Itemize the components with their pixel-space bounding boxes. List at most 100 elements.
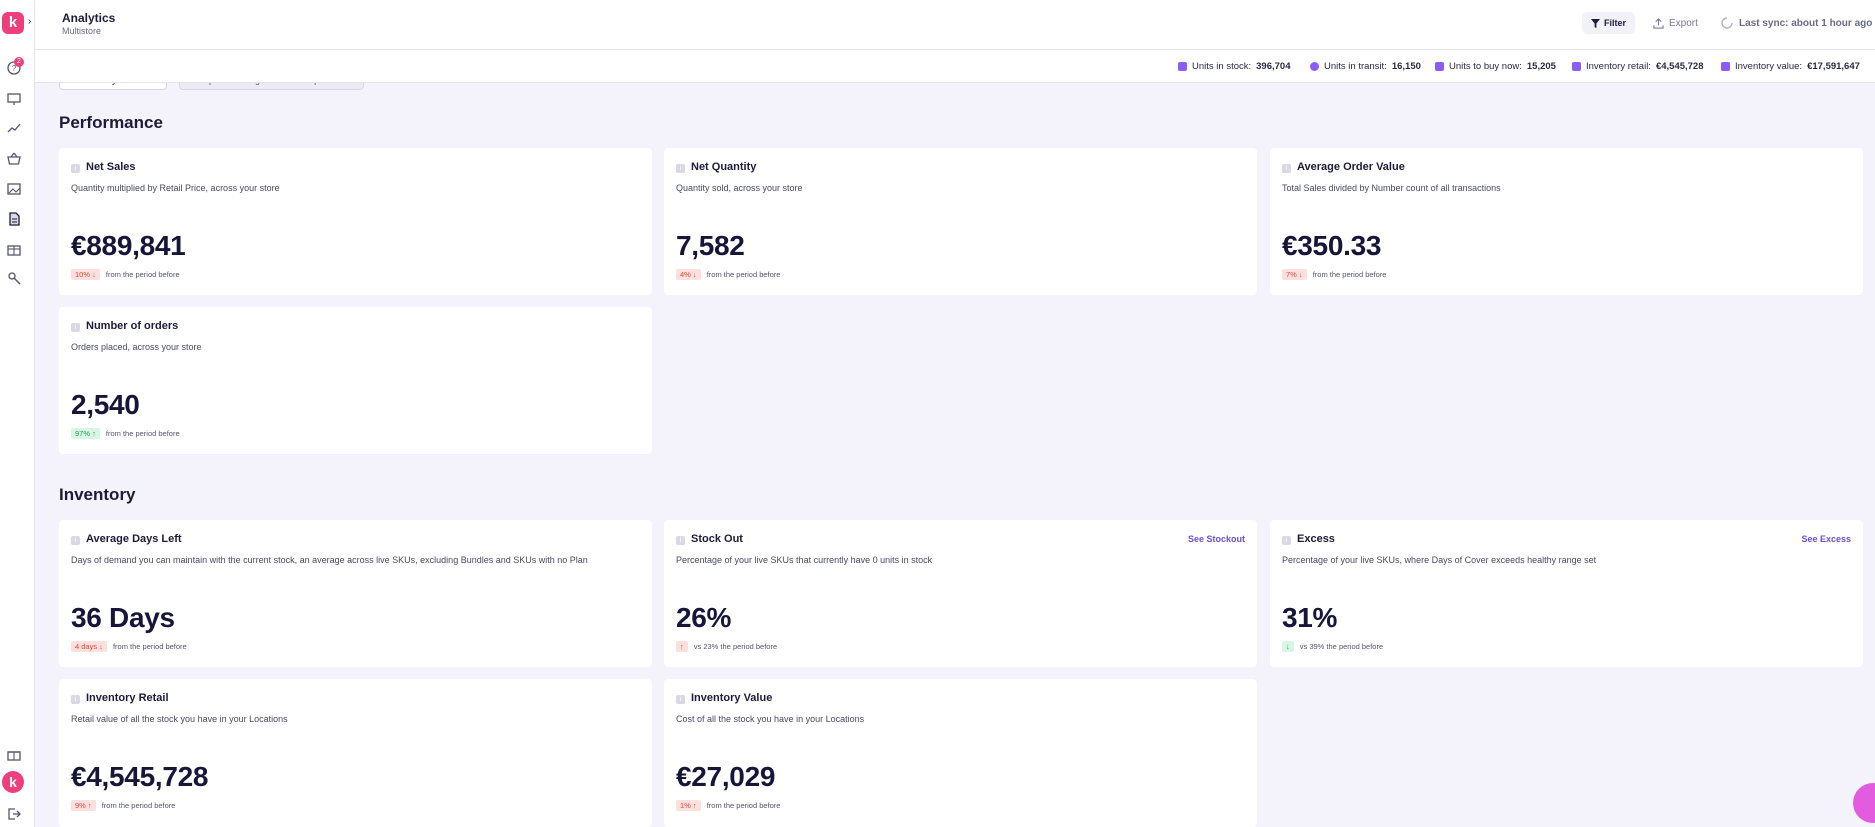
card-description: Cost of all the stock you have in your L…: [676, 714, 865, 724]
card-trend: 7% ↓ from the period before: [1282, 269, 1386, 280]
trend-text: from the period before: [1312, 270, 1387, 279]
trend-text: from the period before: [105, 270, 180, 279]
inventory-section-title: Inventory: [59, 485, 136, 504]
metric-card-net-sales: i Net Sales Quantity multiplied by Retai…: [59, 148, 652, 295]
metric-card-number-of-orders: i Number of orders Orders placed, across…: [59, 307, 652, 454]
card-value: 31%: [1282, 602, 1338, 633]
stat-value: €4,545,728: [1655, 61, 1704, 72]
image-icon[interactable]: [6, 181, 22, 197]
info-icon[interactable]: i: [1282, 536, 1291, 545]
card-value: €889,841: [71, 230, 186, 261]
info-icon[interactable]: i: [71, 323, 80, 332]
sidebar: k › ? 2 k: [0, 0, 35, 827]
filter-button[interactable]: Filter: [1582, 12, 1636, 34]
card-trend: 97% ↑ from the period before: [71, 428, 180, 439]
gift-icon[interactable]: [6, 746, 22, 762]
top-header: Analytics Multistore Filter Export Last …: [35, 0, 1875, 50]
card-trend: 1% ↑ from the period before: [676, 800, 780, 811]
avatar[interactable]: k: [2, 771, 24, 793]
coins-icon: [1721, 62, 1730, 71]
export-button[interactable]: Export: [1653, 12, 1698, 34]
card-title: Excess: [1297, 533, 1335, 545]
trend-badge: ↓: [1282, 641, 1294, 652]
stat-value: 15,205: [1526, 61, 1556, 72]
tag-icon: [1572, 62, 1581, 71]
stat-units-in-stock: Units in stock: 396,704: [1178, 61, 1290, 72]
card-description: Orders placed, across your store: [71, 342, 202, 352]
trend-up-icon[interactable]: [6, 120, 22, 136]
sync-status: Last sync: about 1 hour ago: [1721, 12, 1872, 34]
trend-badge: 9% ↑: [71, 800, 96, 811]
stat-label: Inventory retail:: [1586, 61, 1651, 72]
card-title: Number of orders: [86, 320, 179, 332]
card-trend: ↑ vs 23% the period before: [676, 641, 777, 652]
trend-text: from the period before: [706, 801, 781, 810]
trend-text: from the period before: [101, 801, 176, 810]
trend-text: from the period before: [105, 429, 180, 438]
page-title: Analytics: [62, 11, 116, 25]
card-trend: ↓ vs 39% the period before: [1282, 641, 1383, 652]
info-icon[interactable]: i: [1282, 164, 1291, 173]
brand-logo[interactable]: k: [2, 12, 24, 34]
card-title: Net Quantity: [691, 161, 757, 173]
notification-badge: 2: [14, 57, 24, 67]
stat-inventory-value: Inventory value: €17,591,647: [1721, 61, 1860, 72]
stat-value: 396,704: [1256, 61, 1291, 72]
card-value: €4,545,728: [71, 761, 209, 792]
tools-icon[interactable]: [6, 270, 22, 286]
metric-card-average-order-value: i Average Order Value Total Sales divide…: [1270, 148, 1863, 295]
cart-icon: [1435, 62, 1444, 71]
info-icon[interactable]: i: [676, 695, 685, 704]
transit-icon: [1310, 62, 1319, 71]
stat-label: Units in transit:: [1324, 61, 1387, 72]
card-value: 26%: [676, 602, 732, 633]
logout-icon[interactable]: [6, 806, 22, 822]
card-trend: 4% ↓ from the period before: [676, 269, 780, 280]
performance-section-title: Performance: [59, 113, 163, 132]
trend-badge: 1% ↑: [676, 800, 701, 811]
info-icon[interactable]: i: [71, 695, 80, 704]
upload-icon: [1653, 17, 1664, 29]
card-title: Inventory Value: [691, 692, 773, 704]
trend-badge: 97% ↑: [71, 428, 100, 439]
card-description: Retail value of all the stock you have i…: [71, 714, 288, 724]
package-icon[interactable]: [6, 241, 22, 257]
card-trend: 9% ↑ from the period before: [71, 800, 175, 811]
page-subtitle: Multistore: [62, 26, 102, 36]
card-value: 7,582: [676, 230, 745, 261]
filter-button-label: Filter: [1604, 18, 1627, 28]
box-icon: [1178, 62, 1187, 71]
card-value: €350.33: [1282, 230, 1382, 261]
stat-inventory-retail: Inventory retail: €4,545,728: [1572, 61, 1704, 72]
stat-units-in-transit: Units in transit: 16,150: [1310, 61, 1421, 72]
chat-launcher-icon[interactable]: [1853, 783, 1875, 823]
card-value: 36 Days: [71, 602, 175, 633]
stat-value: 16,150: [1391, 61, 1421, 72]
card-value: 2,540: [71, 389, 140, 420]
presentation-icon[interactable]: [6, 91, 22, 107]
metric-card-excess: i Excess See Excess Percentage of your l…: [1270, 520, 1863, 667]
basket-icon[interactable]: [6, 151, 22, 167]
card-title: Stock Out: [691, 533, 743, 545]
see-excess-link[interactable]: See Excess: [1801, 534, 1851, 544]
info-icon[interactable]: i: [676, 164, 685, 173]
metric-card-inventory-value: i Inventory Value Cost of all the stock …: [664, 679, 1257, 827]
card-trend: 4 days ↓ from the period before: [71, 641, 187, 652]
card-description: Total Sales divided by Number count of a…: [1282, 183, 1501, 193]
trend-badge: ↑: [676, 641, 688, 652]
document-icon[interactable]: [6, 211, 22, 227]
info-icon[interactable]: i: [71, 164, 80, 173]
trend-badge: 10% ↓: [71, 269, 100, 280]
trend-text: from the period before: [112, 642, 187, 651]
card-description: Quantity sold, across your store: [676, 183, 803, 193]
info-icon[interactable]: i: [71, 536, 80, 545]
info-icon[interactable]: i: [676, 536, 685, 545]
see-stockout-link[interactable]: See Stockout: [1187, 534, 1245, 544]
sync-spinner-icon: [1721, 17, 1733, 29]
sync-label: Last sync: about 1 hour ago: [1739, 17, 1873, 29]
trend-badge: 4% ↓: [676, 269, 701, 280]
filter-icon: [1591, 18, 1600, 28]
card-title: Inventory Retail: [86, 692, 169, 704]
chevron-right-icon[interactable]: ›: [28, 16, 32, 27]
trend-text: vs 39% the period before: [1299, 642, 1384, 651]
